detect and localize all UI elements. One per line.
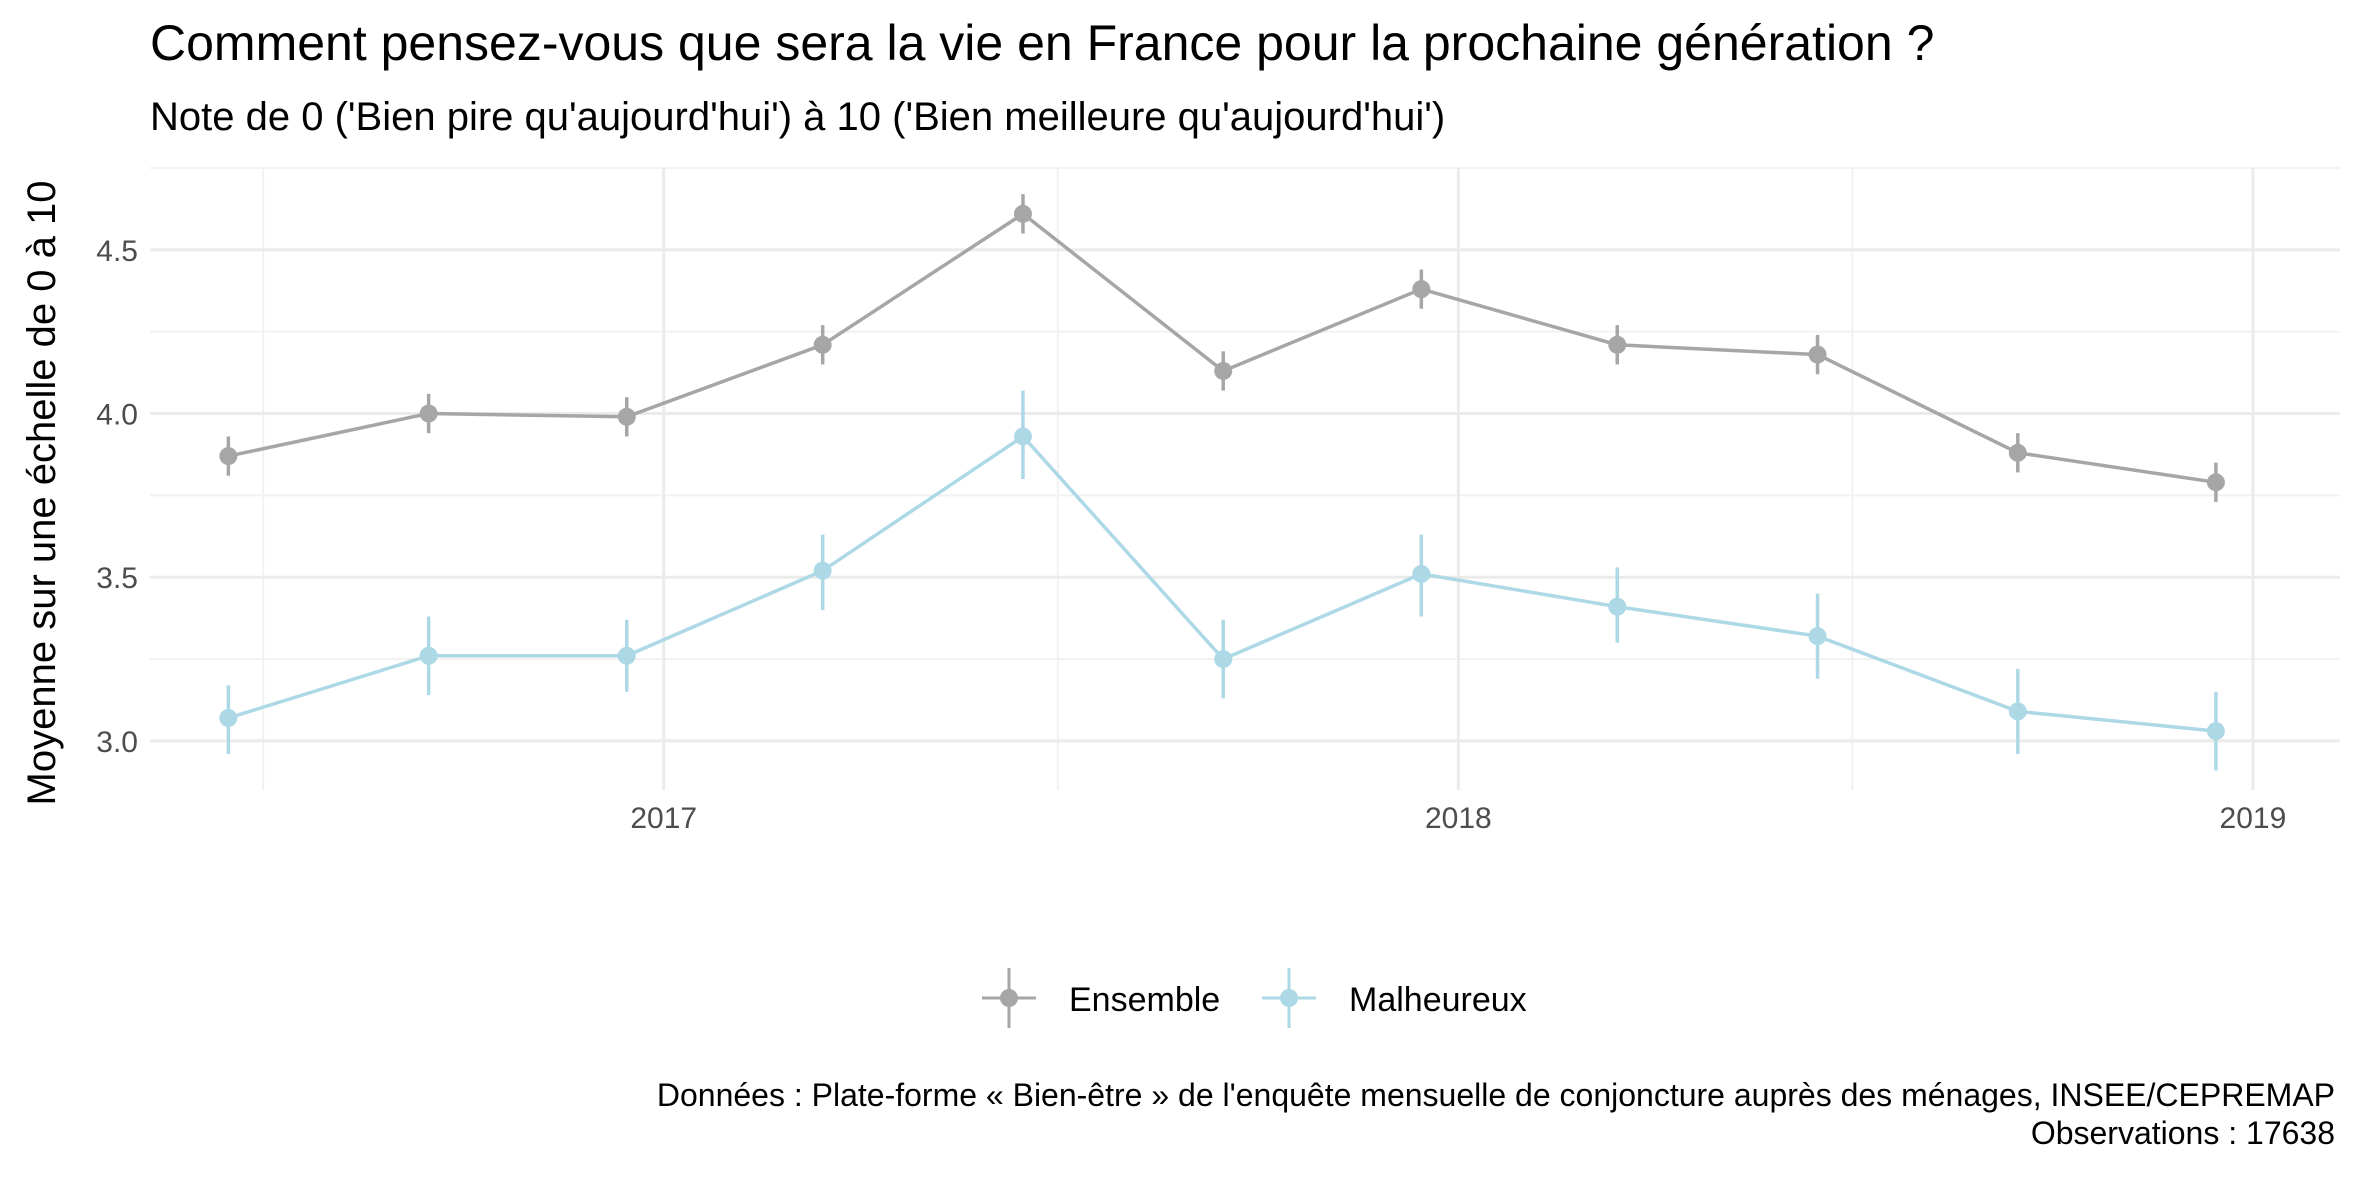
point-malheureux [1608,597,1627,616]
point-malheureux [1808,627,1827,646]
point-malheureux [813,561,832,580]
point-ensemble [617,407,636,426]
point-ensemble [2008,443,2027,462]
series-line-ensemble [228,212,2217,485]
point-malheureux [1013,427,1032,446]
point-ensemble [419,404,438,423]
legend-key-malheureux [1262,968,1316,1028]
point-ensemble [1013,204,1032,223]
y-axis-label: Moyenne sur une échelle de 0 à 10 [20,181,64,806]
x-tick-label: 2019 [2220,802,2287,835]
x-tick-label: 2017 [630,802,697,835]
chart-title: Comment pensez-vous que sera la vie en F… [150,15,1934,71]
point-ensemble [219,447,238,466]
x-tick-label: 2018 [1425,802,1492,835]
point-ensemble [1808,345,1827,364]
point-malheureux [1412,564,1431,583]
point-malheureux [617,646,636,665]
point-ensemble [1214,361,1233,380]
caption-source: Données : Plate-forme « Bien-être » de l… [657,1077,2335,1113]
y-tick-label: 3.0 [96,726,138,759]
point-ensemble [813,335,832,354]
grid-minor [150,167,2340,790]
point-malheureux [219,708,238,727]
legend-label-malheureux: Malheureux [1349,981,1527,1019]
chart-subtitle: Note de 0 ('Bien pire qu'aujourd'hui') à… [150,95,1445,139]
legend-label-ensemble: Ensemble [1069,981,1220,1019]
grid-major [150,168,2340,790]
point-malheureux [1214,650,1233,669]
point-ensemble [1608,335,1627,354]
y-axis-ticks: 3.0 3.5 4.0 4.5 [96,235,138,759]
point-malheureux [2206,722,2225,741]
x-axis-ticks: 2017 2018 2019 [630,802,2286,835]
legend-key-ensemble [982,968,1036,1028]
legend: Ensemble Malheureux [982,968,1527,1028]
series-layer [219,194,2225,771]
y-tick-label: 4.0 [96,399,138,432]
y-tick-label: 3.5 [96,562,138,595]
point-ensemble [1412,280,1431,299]
point-malheureux [419,646,438,665]
caption-observations: Observations : 17638 [2031,1115,2335,1151]
point-malheureux [2008,702,2027,721]
y-tick-label: 4.5 [96,235,138,268]
point-ensemble [2206,473,2225,492]
